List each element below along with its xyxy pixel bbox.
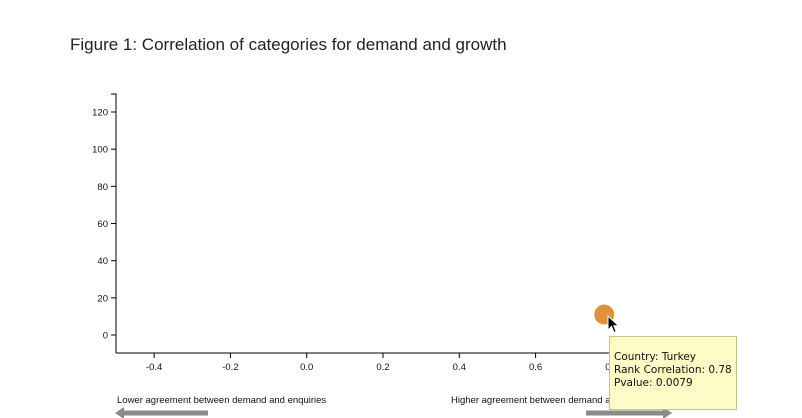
y-tick-label: 20 — [97, 293, 108, 304]
x-axis: -0.4-0.20.00.20.40.60.8 — [116, 352, 650, 373]
figure-title: Figure 1: Correlation of categories for … — [70, 35, 507, 54]
x-tick-label: -0.4 — [146, 362, 162, 373]
y-tick-label: 100 — [92, 145, 108, 156]
mouse-pointer-icon — [607, 315, 620, 334]
y-tick-label: 120 — [92, 108, 108, 119]
lower-agreement-label: Lower agreement between demand and enqui… — [117, 395, 326, 406]
direction-indicators: Lower agreement between demand and enqui… — [115, 395, 672, 418]
y-tick-label: 80 — [97, 182, 108, 193]
y-tick-label: 0 — [103, 331, 108, 342]
y-tick-label: 40 — [97, 256, 108, 267]
y-axis-line — [111, 93, 117, 353]
left-arrow-icon — [115, 407, 208, 418]
x-tick-label: 0.6 — [529, 362, 542, 373]
tooltip-country: Country: Turkey — [614, 351, 696, 363]
x-tick-label: 0.0 — [300, 362, 313, 373]
point-tooltip: Country: Turkey Rank Correlation: 0.78 P… — [609, 336, 737, 410]
y-tick-label: 60 — [97, 219, 108, 230]
right-arrow-icon — [586, 407, 672, 418]
y-axis: 0 20 40 60 80 100 120 — [92, 93, 117, 353]
tooltip-rank-correlation: Rank Correlation: 0.78 — [614, 364, 732, 376]
x-tick-label: 0.4 — [453, 362, 466, 373]
higher-agreement-label: Higher agreement between demand and enqu… — [451, 395, 662, 406]
x-tick-label: -0.2 — [222, 362, 238, 373]
x-tick-label: 0.2 — [376, 362, 389, 373]
tooltip-pvalue: Pvalue: 0.0079 — [614, 377, 693, 389]
